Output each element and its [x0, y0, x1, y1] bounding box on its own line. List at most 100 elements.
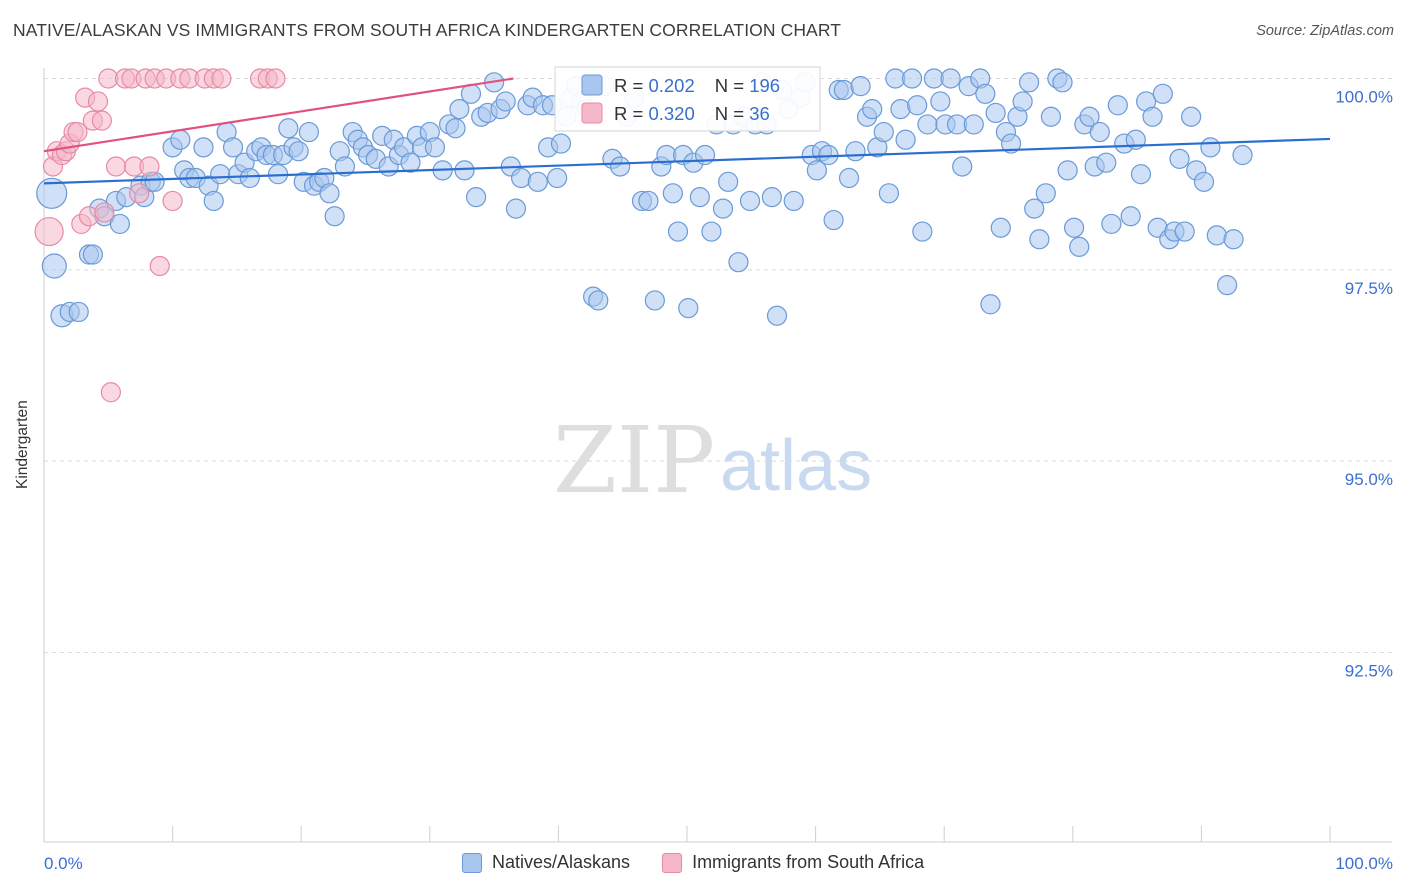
native-point [975, 83, 996, 104]
native-point [449, 99, 470, 120]
native-point [1040, 106, 1062, 127]
native-point [1063, 217, 1085, 238]
y-tick-label-2: 95.0% [1345, 470, 1393, 489]
native-point [1232, 144, 1253, 166]
native-point [1181, 106, 1202, 127]
native-point [1206, 225, 1227, 246]
y-axis-label: Kindergarten [14, 400, 31, 489]
chart-title: NATIVE/ALASKAN VS IMMIGRANTS FROM SOUTH … [13, 20, 842, 40]
africa-point [94, 202, 115, 223]
africa-point [100, 382, 121, 403]
legend-item-natives[interactable]: Natives/Alaskans [462, 852, 630, 873]
africa-point [105, 156, 127, 177]
native-point [990, 217, 1011, 238]
native-point [728, 252, 749, 273]
native-point [424, 137, 446, 158]
legend-swatch-natives [462, 852, 482, 873]
trend-line-south-africa [43, 77, 514, 153]
native-point [193, 137, 214, 158]
native-point [1193, 171, 1215, 192]
native-point [980, 294, 1001, 315]
legend-top-row-1: R = 0.320 N = 36 [614, 103, 770, 124]
watermark-zip: ZIP [553, 407, 715, 514]
series-south-africa-points [34, 68, 286, 403]
africa-point [87, 91, 109, 112]
native-point [783, 190, 804, 212]
source-label: Source: ZipAtlas.com [1256, 23, 1394, 39]
trend-lines [43, 77, 1331, 185]
native-point [1035, 183, 1056, 204]
native-point [334, 156, 356, 177]
native-point [850, 76, 871, 97]
native-point [1018, 72, 1040, 93]
legend-top: R = 0.202 N = 196 R = 0.320 N = 36 [554, 66, 821, 132]
africa-point [139, 156, 160, 177]
native-point [952, 156, 973, 177]
native-point [222, 137, 244, 158]
native-point [963, 114, 984, 135]
y-tick-label-1: 97.5% [1345, 279, 1393, 298]
native-point [1152, 83, 1173, 104]
native-point [766, 305, 788, 326]
legend-label-south-africa: Immigrants from South Africa [692, 852, 925, 872]
native-point [1169, 148, 1190, 169]
native-point [400, 152, 421, 173]
native-point [1101, 213, 1122, 235]
africa-point [67, 121, 88, 143]
x-tick-label-1: 100.0% [1335, 854, 1393, 873]
africa-point [211, 68, 232, 89]
native-point [761, 187, 782, 208]
native-point [907, 95, 928, 116]
x-tick-label-0: 0.0% [44, 854, 83, 873]
native-point [610, 156, 631, 177]
native-point [239, 167, 260, 189]
native-point [644, 290, 665, 311]
native-point [170, 129, 191, 150]
native-point [1120, 206, 1141, 227]
native-point [210, 164, 231, 185]
native-point [985, 102, 1006, 124]
y-tick-label-3: 92.5% [1345, 662, 1393, 681]
native-point [912, 221, 933, 242]
native-point [505, 198, 527, 219]
native-point [324, 206, 345, 227]
native-point [1107, 95, 1128, 116]
native-point [838, 167, 860, 189]
native-point [445, 118, 466, 139]
native-point [1069, 236, 1090, 257]
native-point [203, 190, 224, 212]
watermark: ZIP atlas [553, 407, 872, 514]
native-point [806, 160, 827, 181]
africa-point [162, 190, 183, 212]
native-point [701, 221, 722, 242]
native-point [917, 114, 938, 135]
africa-point [91, 110, 112, 131]
native-point [1089, 121, 1110, 143]
native-point [465, 187, 487, 208]
native-point [862, 99, 883, 120]
native-point [1200, 137, 1221, 158]
native-point [678, 298, 699, 319]
native-point [109, 213, 130, 235]
native-point [1223, 229, 1244, 250]
native-point [667, 221, 689, 242]
native-point [1000, 133, 1022, 154]
native-point [638, 190, 659, 212]
native-point [550, 133, 572, 154]
native-point [41, 253, 67, 279]
africa-point [149, 255, 170, 277]
native-point [1174, 221, 1195, 242]
trend-line-natives [43, 137, 1331, 185]
legend-label-natives: Natives/Alaskans [492, 852, 631, 872]
native-point [288, 141, 309, 162]
y-tick-label-0: 100.0% [1335, 88, 1393, 107]
native-point [1029, 229, 1050, 250]
legend-item-south-africa[interactable]: Immigrants from South Africa [662, 852, 924, 873]
native-point [454, 160, 475, 181]
native-point [1057, 160, 1078, 181]
watermark-atlas: atlas [720, 426, 872, 506]
native-point [739, 190, 761, 212]
native-point [527, 171, 548, 192]
africa-point [265, 68, 286, 89]
